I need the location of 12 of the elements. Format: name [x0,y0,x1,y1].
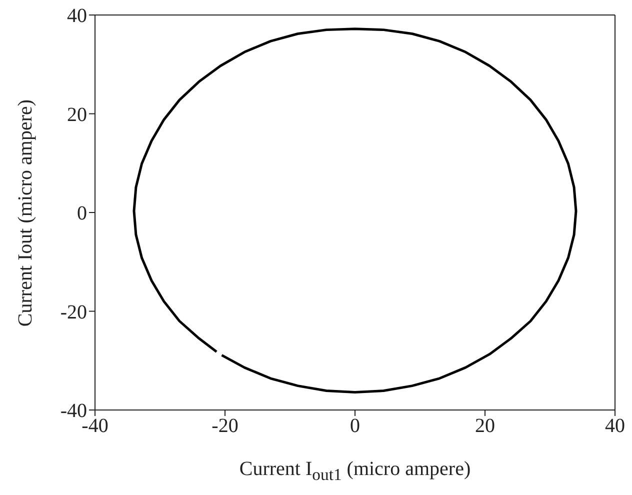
y-tick-label: 20 [67,104,87,126]
x-tick-label: 40 [605,415,625,438]
x-tick-label: -20 [212,415,238,438]
x-tick-label: 0 [350,415,360,438]
x-axis-title: Current I$_{out1}$ (micro ampere) [238,458,472,485]
y-axis-title: Current Iout (micro ampere) [14,99,38,327]
y-tick-label: 40 [67,5,87,28]
line-series [132,28,578,394]
y-tick-label: -20 [60,301,87,324]
y-tick-label: -40 [60,400,87,422]
y-tick-label: 0 [77,202,87,225]
x-tick-label: 20 [475,415,495,438]
